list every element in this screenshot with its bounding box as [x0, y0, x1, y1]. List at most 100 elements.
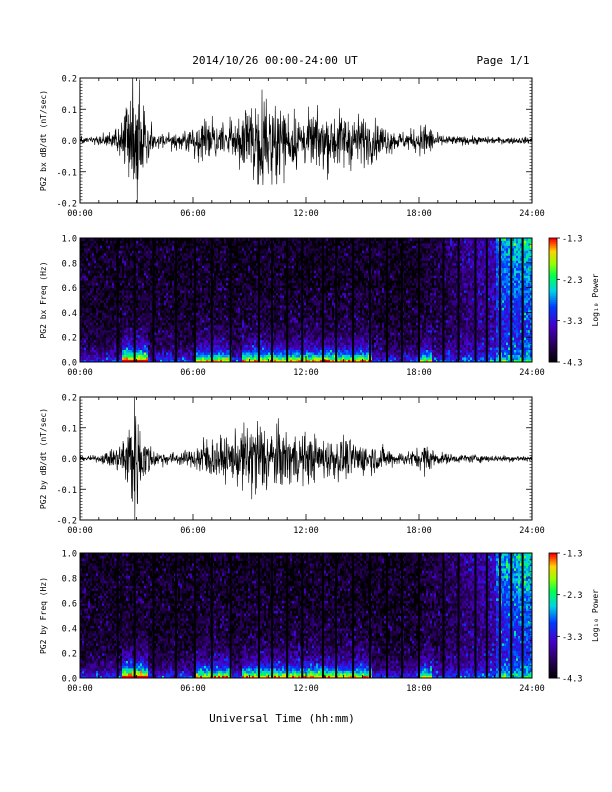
spectrogram-cell	[150, 317, 153, 321]
spectrogram-cell	[136, 238, 139, 241]
spectrogram-cell	[160, 252, 163, 256]
spectrogram-cell	[82, 349, 85, 353]
spectrogram-cell	[90, 339, 93, 343]
spectrogram-cell	[94, 297, 97, 301]
spectrogram-cell	[126, 245, 129, 249]
spectrogram-cell	[100, 357, 103, 360]
spectrogram-cell	[98, 255, 101, 259]
spectrogram-cell	[156, 252, 159, 256]
spectrogram-cell	[154, 267, 157, 271]
spectrogram-cell	[156, 337, 159, 341]
spectrogram-cell	[102, 359, 105, 363]
spectrogram-cell	[124, 238, 127, 241]
spectrogram-cell	[108, 304, 111, 308]
spectrogram-cell	[122, 342, 125, 346]
spectrogram-cell	[162, 287, 165, 291]
spectrogram-cell	[120, 339, 123, 343]
spectrogram-cell	[128, 255, 131, 259]
spectrogram-cell	[104, 242, 107, 246]
spectrogram-cell	[132, 339, 135, 343]
spectrogram-cell	[102, 255, 105, 259]
spectrogram-cell	[100, 309, 103, 313]
spectrogram-cell	[148, 314, 151, 318]
spectrogram-cell	[136, 267, 139, 271]
spectrogram-cell	[160, 314, 163, 318]
spectrogram-cell	[100, 270, 103, 274]
spectrogram-cell	[104, 252, 107, 256]
spectrogram-cell	[138, 290, 141, 293]
spectrogram-cell	[128, 304, 131, 308]
spectrogram-cell	[160, 297, 163, 301]
spectrogram-cell	[110, 304, 113, 308]
spectrogram-cell	[108, 252, 111, 256]
spectrogram-cell	[114, 255, 117, 259]
spectrogram-cell	[146, 349, 149, 353]
spectrogram-cell	[124, 295, 127, 298]
spectrogram-cell	[94, 280, 97, 284]
spectrogram-cell	[80, 272, 83, 276]
spectrogram-cell	[130, 257, 133, 261]
spectrogram-cell	[136, 332, 139, 336]
spectrogram-cell	[138, 307, 141, 311]
spectrogram-cell	[124, 242, 127, 246]
spectrogram-cell	[124, 245, 127, 249]
spectrogram-cell	[128, 265, 131, 269]
spectrogram-cell	[114, 317, 117, 321]
spectrogram-cell	[82, 257, 85, 261]
spectrogram-cell	[96, 238, 99, 241]
spectrogram-cell	[162, 245, 165, 249]
spectrogram-cell	[150, 285, 153, 288]
spectrogram-cell	[94, 252, 97, 256]
spectrogram-cell	[164, 245, 167, 249]
spectrogram-cell	[92, 272, 95, 276]
spectrogram-cell	[118, 272, 121, 276]
spectrogram-cell	[104, 247, 107, 251]
spectrogram-cell	[112, 307, 115, 311]
spectrogram-cell	[106, 349, 109, 353]
spectrogram-cell	[108, 314, 111, 318]
spectrogram-cell	[96, 262, 99, 266]
spectrogram-cell	[160, 329, 163, 333]
spectrogram-cell	[136, 292, 139, 296]
spectrogram-cell	[162, 302, 165, 306]
spectrogram-cell	[126, 357, 129, 360]
spectrogram-cell	[136, 337, 139, 341]
spectrogram-cell	[122, 295, 125, 298]
spectrogram-cell	[84, 285, 87, 288]
spectrogram-cell	[136, 324, 139, 328]
spectrogram-cell	[86, 240, 89, 244]
spectrogram-cell	[140, 270, 143, 274]
spectrogram-cell	[162, 262, 165, 266]
spectrogram-cell	[142, 342, 145, 346]
spectrogram-cell	[164, 280, 167, 284]
spectrogram-cell	[140, 272, 143, 276]
spectrogram-cell	[98, 300, 101, 303]
spectrogram-cell	[86, 329, 89, 333]
spectrogram-cell	[108, 337, 111, 341]
spectrogram-cell	[162, 357, 165, 360]
spectrogram-cell	[84, 319, 87, 323]
spectrogram-cell	[166, 327, 169, 331]
spectrogram-cell	[132, 242, 135, 246]
spectrogram-cell	[138, 357, 141, 360]
spectrogram-cell	[148, 309, 151, 313]
spectrogram-cell	[122, 322, 125, 326]
spectrogram-cell	[162, 307, 165, 311]
spectrogram-cell	[86, 309, 89, 313]
y-tick-label: 0.2	[62, 75, 77, 85]
spectrogram-cell	[148, 277, 151, 281]
spectrogram-cell	[106, 292, 109, 296]
spectrogram-cell	[148, 275, 151, 279]
x-tick-label: 00:00	[67, 209, 93, 219]
spectrogram-cell	[98, 262, 101, 266]
spectrogram-cell	[160, 319, 163, 323]
spectrogram-cell	[90, 280, 93, 284]
spectrogram-cell	[132, 275, 135, 279]
spectrogram-cell	[114, 262, 117, 266]
spectrogram-cell	[140, 332, 143, 336]
spectrogram-cell	[130, 337, 133, 341]
spectrogram-cell	[146, 354, 149, 358]
spectrogram-cell	[102, 309, 105, 313]
spectrogram-cell	[102, 245, 105, 249]
spectrogram-cell	[118, 327, 121, 331]
